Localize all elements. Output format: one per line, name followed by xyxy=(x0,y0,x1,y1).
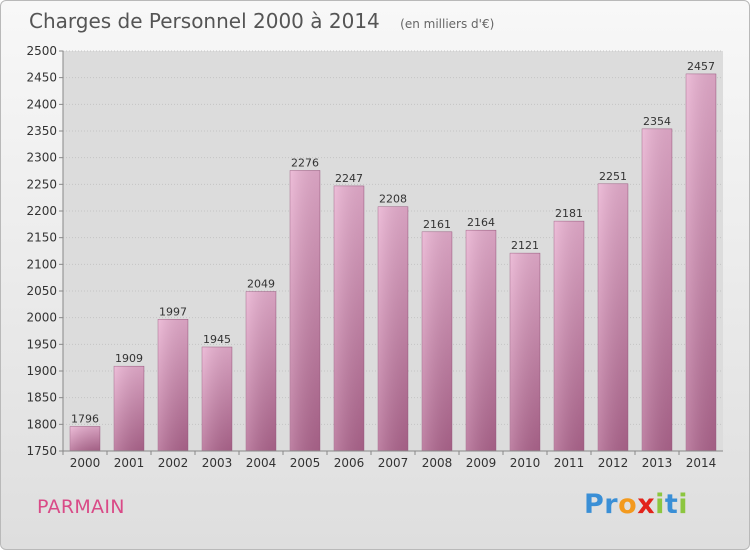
data-label: 2276 xyxy=(291,156,319,169)
logo-letter: o xyxy=(618,489,638,520)
chart-title-text: Charges de Personnel 2000 à 2014 xyxy=(29,9,380,33)
bar-shade-2011 xyxy=(554,221,584,451)
x-tick-label: 2012 xyxy=(598,456,629,470)
x-tick-label: 2006 xyxy=(334,456,365,470)
bar-shade-2013 xyxy=(642,128,672,451)
x-tick-label: 2003 xyxy=(202,456,233,470)
data-label: 2181 xyxy=(555,207,583,220)
x-tick-label: 2004 xyxy=(246,456,277,470)
y-tick-label: 1950 xyxy=(26,337,57,351)
data-label: 1997 xyxy=(159,305,187,318)
y-tick-label: 1750 xyxy=(26,444,57,458)
x-tick-label: 2000 xyxy=(70,456,101,470)
bar-shade-2002 xyxy=(158,319,188,451)
logo-letter: P xyxy=(584,489,605,520)
y-tick-label: 1800 xyxy=(26,417,57,431)
x-tick-label: 2014 xyxy=(686,456,717,470)
y-tick-label: 2000 xyxy=(26,311,57,325)
logo-letter: x xyxy=(637,489,656,520)
bar-shade-2009 xyxy=(466,230,496,451)
logo-letter: r xyxy=(604,489,619,520)
data-label: 2121 xyxy=(511,239,539,252)
x-tick-label: 2013 xyxy=(642,456,673,470)
x-tick-label: 2007 xyxy=(378,456,409,470)
proxiti-logo[interactable]: Proxiti xyxy=(584,489,688,520)
x-tick-label: 2005 xyxy=(290,456,321,470)
x-tick-label: 2008 xyxy=(422,456,453,470)
data-label: 2161 xyxy=(423,218,451,231)
data-label: 2049 xyxy=(247,278,275,291)
x-tick-label: 2011 xyxy=(554,456,585,470)
y-tick-label: 2450 xyxy=(26,71,57,85)
data-label: 2208 xyxy=(379,193,407,206)
bar-shade-2006 xyxy=(334,185,364,451)
bar-shade-2007 xyxy=(378,206,408,451)
data-label: 1945 xyxy=(203,333,231,346)
data-label: 2164 xyxy=(467,216,495,229)
y-axis: 1750 1800 1850 1900 1950 2000 2050 2100 2150 2200… xyxy=(26,44,64,458)
y-tick-label: 2050 xyxy=(26,284,57,298)
logo-letter: t xyxy=(664,489,679,520)
y-tick-label: 2100 xyxy=(26,257,57,271)
chart-title: Charges de Personnel 2000 à 2014 (en mil… xyxy=(29,9,494,33)
y-tick-label: 2350 xyxy=(26,124,57,138)
bar-shade-2005 xyxy=(290,170,320,451)
y-tick-label: 2250 xyxy=(26,177,57,191)
x-tick-label: 2001 xyxy=(114,456,145,470)
chart-unit: (en milliers d'€) xyxy=(400,17,495,31)
data-label: 2457 xyxy=(687,60,715,73)
y-tick-label: 2150 xyxy=(26,231,57,245)
bar-shade-2010 xyxy=(510,253,540,451)
bar-series: 1796 1909 1997 1945 2049 2276 2247 2208 2161 2164… xyxy=(69,60,717,452)
x-tick-label: 2009 xyxy=(466,456,497,470)
y-tick-label: 1900 xyxy=(26,364,57,378)
data-label: 1909 xyxy=(115,352,143,365)
bar-shade-2008 xyxy=(422,231,452,451)
bar-shade-2003 xyxy=(202,347,232,451)
commune-name: PARMAIN xyxy=(37,496,125,518)
data-label: 2354 xyxy=(643,115,671,128)
bar-shade-2001 xyxy=(114,366,144,451)
bar-shade-2000 xyxy=(70,426,100,451)
y-tick-label: 2500 xyxy=(26,44,57,58)
bar-shade-2014 xyxy=(686,73,716,451)
logo-letter: i xyxy=(678,489,689,520)
bar-shade-2012 xyxy=(598,183,628,452)
data-label: 2247 xyxy=(335,172,363,185)
y-tick-label: 1850 xyxy=(26,391,57,405)
bar-shade-2004 xyxy=(246,291,276,451)
y-tick-label: 2200 xyxy=(26,204,57,218)
data-label: 2251 xyxy=(599,170,627,183)
y-tick-label: 2300 xyxy=(26,151,57,165)
logo-letter: i xyxy=(655,489,665,520)
x-tick-label: 2002 xyxy=(158,456,189,470)
data-label: 1796 xyxy=(71,412,99,425)
x-tick-label: 2010 xyxy=(510,456,541,470)
x-axis: 2000 2001 2002 2003 2004 2005 2006 2007 2008 2009… xyxy=(62,450,723,470)
y-tick-label: 2400 xyxy=(26,97,57,111)
